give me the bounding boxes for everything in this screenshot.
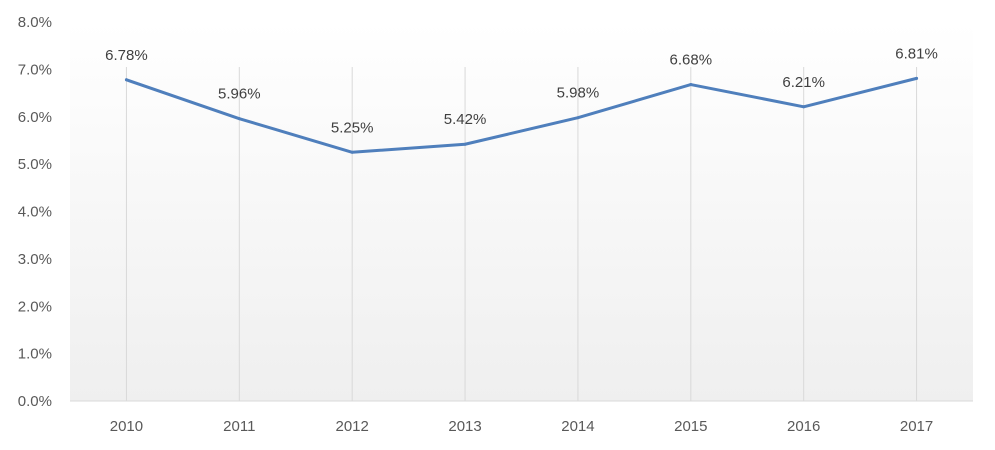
x-tick-label: 2016 (787, 418, 820, 435)
data-point (463, 142, 467, 146)
data-label: 5.98% (557, 85, 600, 102)
y-tick-label: 0.0% (18, 393, 52, 410)
y-tick-label: 6.0% (18, 109, 52, 126)
y-tick-label: 1.0% (18, 346, 52, 363)
y-tick-label: 4.0% (18, 204, 52, 221)
data-point (124, 78, 128, 82)
data-point (802, 105, 806, 109)
data-point (350, 150, 354, 154)
x-tick-label: 2013 (448, 418, 481, 435)
y-axis-ticks: 0.0% 1.0% 2.0% 3.0% 4.0% 5.0% 6.0% 7.0% 8.0% (18, 14, 52, 410)
data-label: 5.96% (218, 86, 261, 103)
data-label: 5.42% (444, 111, 487, 128)
x-tick-label: 2012 (336, 418, 369, 435)
data-point (915, 76, 919, 80)
data-label: 6.68% (670, 52, 713, 69)
x-tick-label: 2015 (674, 418, 707, 435)
x-tick-label: 2014 (561, 418, 594, 435)
data-label: 5.25% (331, 119, 374, 136)
y-tick-label: 8.0% (18, 14, 52, 31)
y-tick-label: 5.0% (18, 156, 52, 173)
x-axis-ticks: 2010 2011 2012 2013 2014 2015 2016 2017 (110, 418, 934, 435)
data-point (237, 117, 241, 121)
data-label: 6.21% (782, 74, 825, 91)
x-tick-label: 2017 (900, 418, 933, 435)
plot-area (70, 22, 973, 401)
data-label: 6.78% (105, 47, 148, 64)
y-tick-label: 2.0% (18, 298, 52, 315)
y-tick-label: 3.0% (18, 251, 52, 268)
data-labels: 6.78% 5.96% 5.25% 5.42% 5.98% 6.68% 6.21% 6.81% (105, 45, 938, 136)
y-tick-label: 7.0% (18, 61, 52, 78)
grid-lines (125, 67, 918, 401)
series-line (124, 76, 919, 154)
x-tick-label: 2011 (223, 418, 255, 435)
data-label: 6.81% (895, 45, 938, 62)
x-tick-label: 2010 (110, 418, 143, 435)
data-point (689, 83, 693, 87)
series-group (124, 76, 919, 154)
data-point (576, 116, 580, 120)
